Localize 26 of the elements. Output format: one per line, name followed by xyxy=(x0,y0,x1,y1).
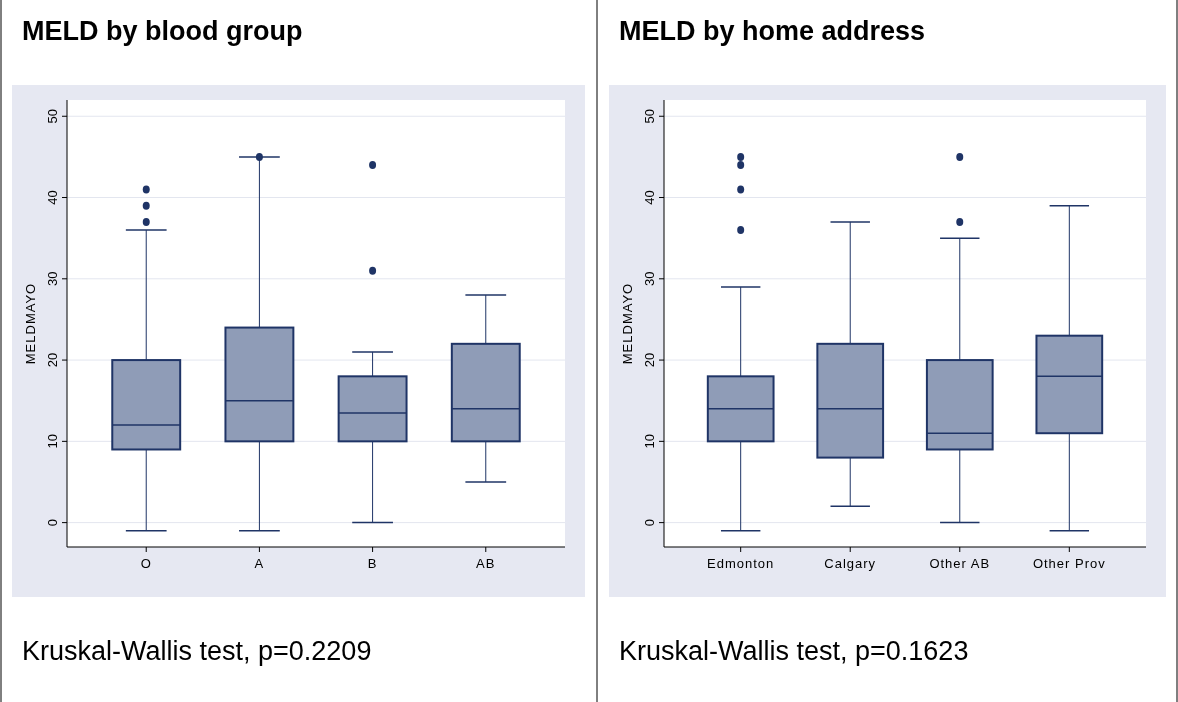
y-tick-label: 50 xyxy=(642,109,657,124)
y-tick-label: 10 xyxy=(642,434,657,449)
y-tick-label: 40 xyxy=(642,190,657,205)
y-tick-label: 30 xyxy=(45,271,60,287)
text: Kruskal-Wallis test, p=0.2209 xyxy=(22,636,372,666)
x-tick-label: Other Prov xyxy=(1032,556,1106,571)
y-tick-label: 10 xyxy=(45,434,60,449)
y-tick-label: 50 xyxy=(45,109,60,124)
y-tick-label: 30 xyxy=(642,271,657,287)
x-tick-label: Calgary xyxy=(824,556,877,571)
x-tick-label: AB xyxy=(476,556,496,571)
chart-title: MELD by blood group xyxy=(22,16,303,46)
x-tick-label: B xyxy=(367,556,378,571)
y-axis-title: MELDMAYO xyxy=(23,282,38,365)
y-tick-label: 20 xyxy=(642,352,657,368)
chart-title: MELD by home address xyxy=(619,16,926,46)
x-tick-label: Edmonton xyxy=(707,556,775,571)
y-axis-title: MELDMAYO xyxy=(620,282,635,365)
x-tick-label: A xyxy=(254,556,265,571)
y-tick-label: 0 xyxy=(45,519,60,527)
text: Kruskal-Wallis test, p=0.1623 xyxy=(619,636,969,666)
y-tick-label: 40 xyxy=(45,190,60,205)
y-tick-label: 0 xyxy=(642,519,657,527)
x-tick-label: O xyxy=(140,556,152,571)
x-tick-label: Other AB xyxy=(929,556,991,571)
y-tick-label: 20 xyxy=(45,352,60,368)
